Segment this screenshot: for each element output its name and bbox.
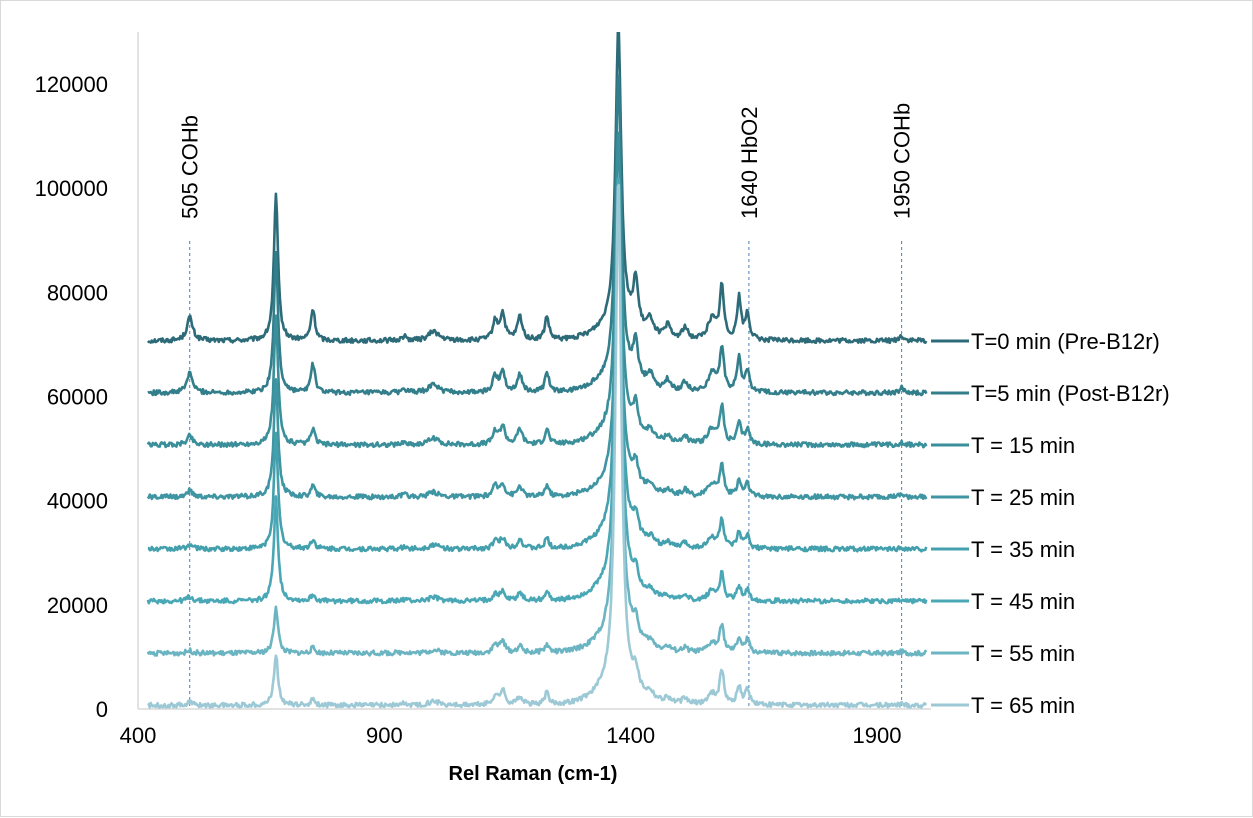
legend-entry: T=0 min (Pre-B12r) <box>971 329 1160 354</box>
series-line <box>147 74 928 397</box>
y-tick-label: 20000 <box>47 593 108 618</box>
series-line <box>146 131 928 449</box>
annotation-label: 505 COHb <box>178 115 203 219</box>
y-tick-label: 120000 <box>35 72 108 97</box>
y-tick-label: 40000 <box>47 489 108 514</box>
annotation-label: 1950 COHb <box>890 103 915 219</box>
legend-entry: T = 65 min <box>971 693 1075 718</box>
x-tick-label: 1900 <box>853 723 902 748</box>
legend-entry: T = 35 min <box>971 537 1075 562</box>
legend-entry: T = 15 min <box>971 433 1075 458</box>
legend-entry: T = 25 min <box>971 485 1075 510</box>
legend-entry: T = 45 min <box>971 589 1075 614</box>
x-tick-label: 1400 <box>606 723 655 748</box>
series-line <box>147 177 928 553</box>
annotation-label: 1640 HbO2 <box>737 106 762 219</box>
x-tick-label: 400 <box>120 723 157 748</box>
peak-annotations: 505 COHb 1640 HbO2 1950 COHb <box>178 103 915 709</box>
series-line <box>146 179 928 501</box>
y-tick-label: 60000 <box>47 385 108 410</box>
series-line <box>146 32 928 345</box>
x-axis-label: Rel Raman (cm-1) <box>449 763 618 785</box>
x-axis-tick-labels: 400 900 1400 1900 <box>120 723 902 748</box>
series-line <box>147 183 928 709</box>
y-axis-tick-labels: 0 20000 40000 60000 80000 100000 120000 <box>35 72 108 722</box>
y-tick-label: 0 <box>96 697 108 722</box>
legend: T=0 min (Pre-B12r) T=5 min (Post-B12r) T =… <box>931 329 1170 718</box>
legend-entry: T=5 min (Post-B12r) <box>971 381 1170 406</box>
series-line <box>146 188 928 657</box>
series-lines <box>146 32 928 709</box>
y-tick-label: 80000 <box>47 280 108 305</box>
series-line <box>146 177 928 605</box>
x-tick-label: 900 <box>366 723 403 748</box>
y-tick-label: 100000 <box>35 176 108 201</box>
legend-entry: T = 55 min <box>971 641 1075 666</box>
